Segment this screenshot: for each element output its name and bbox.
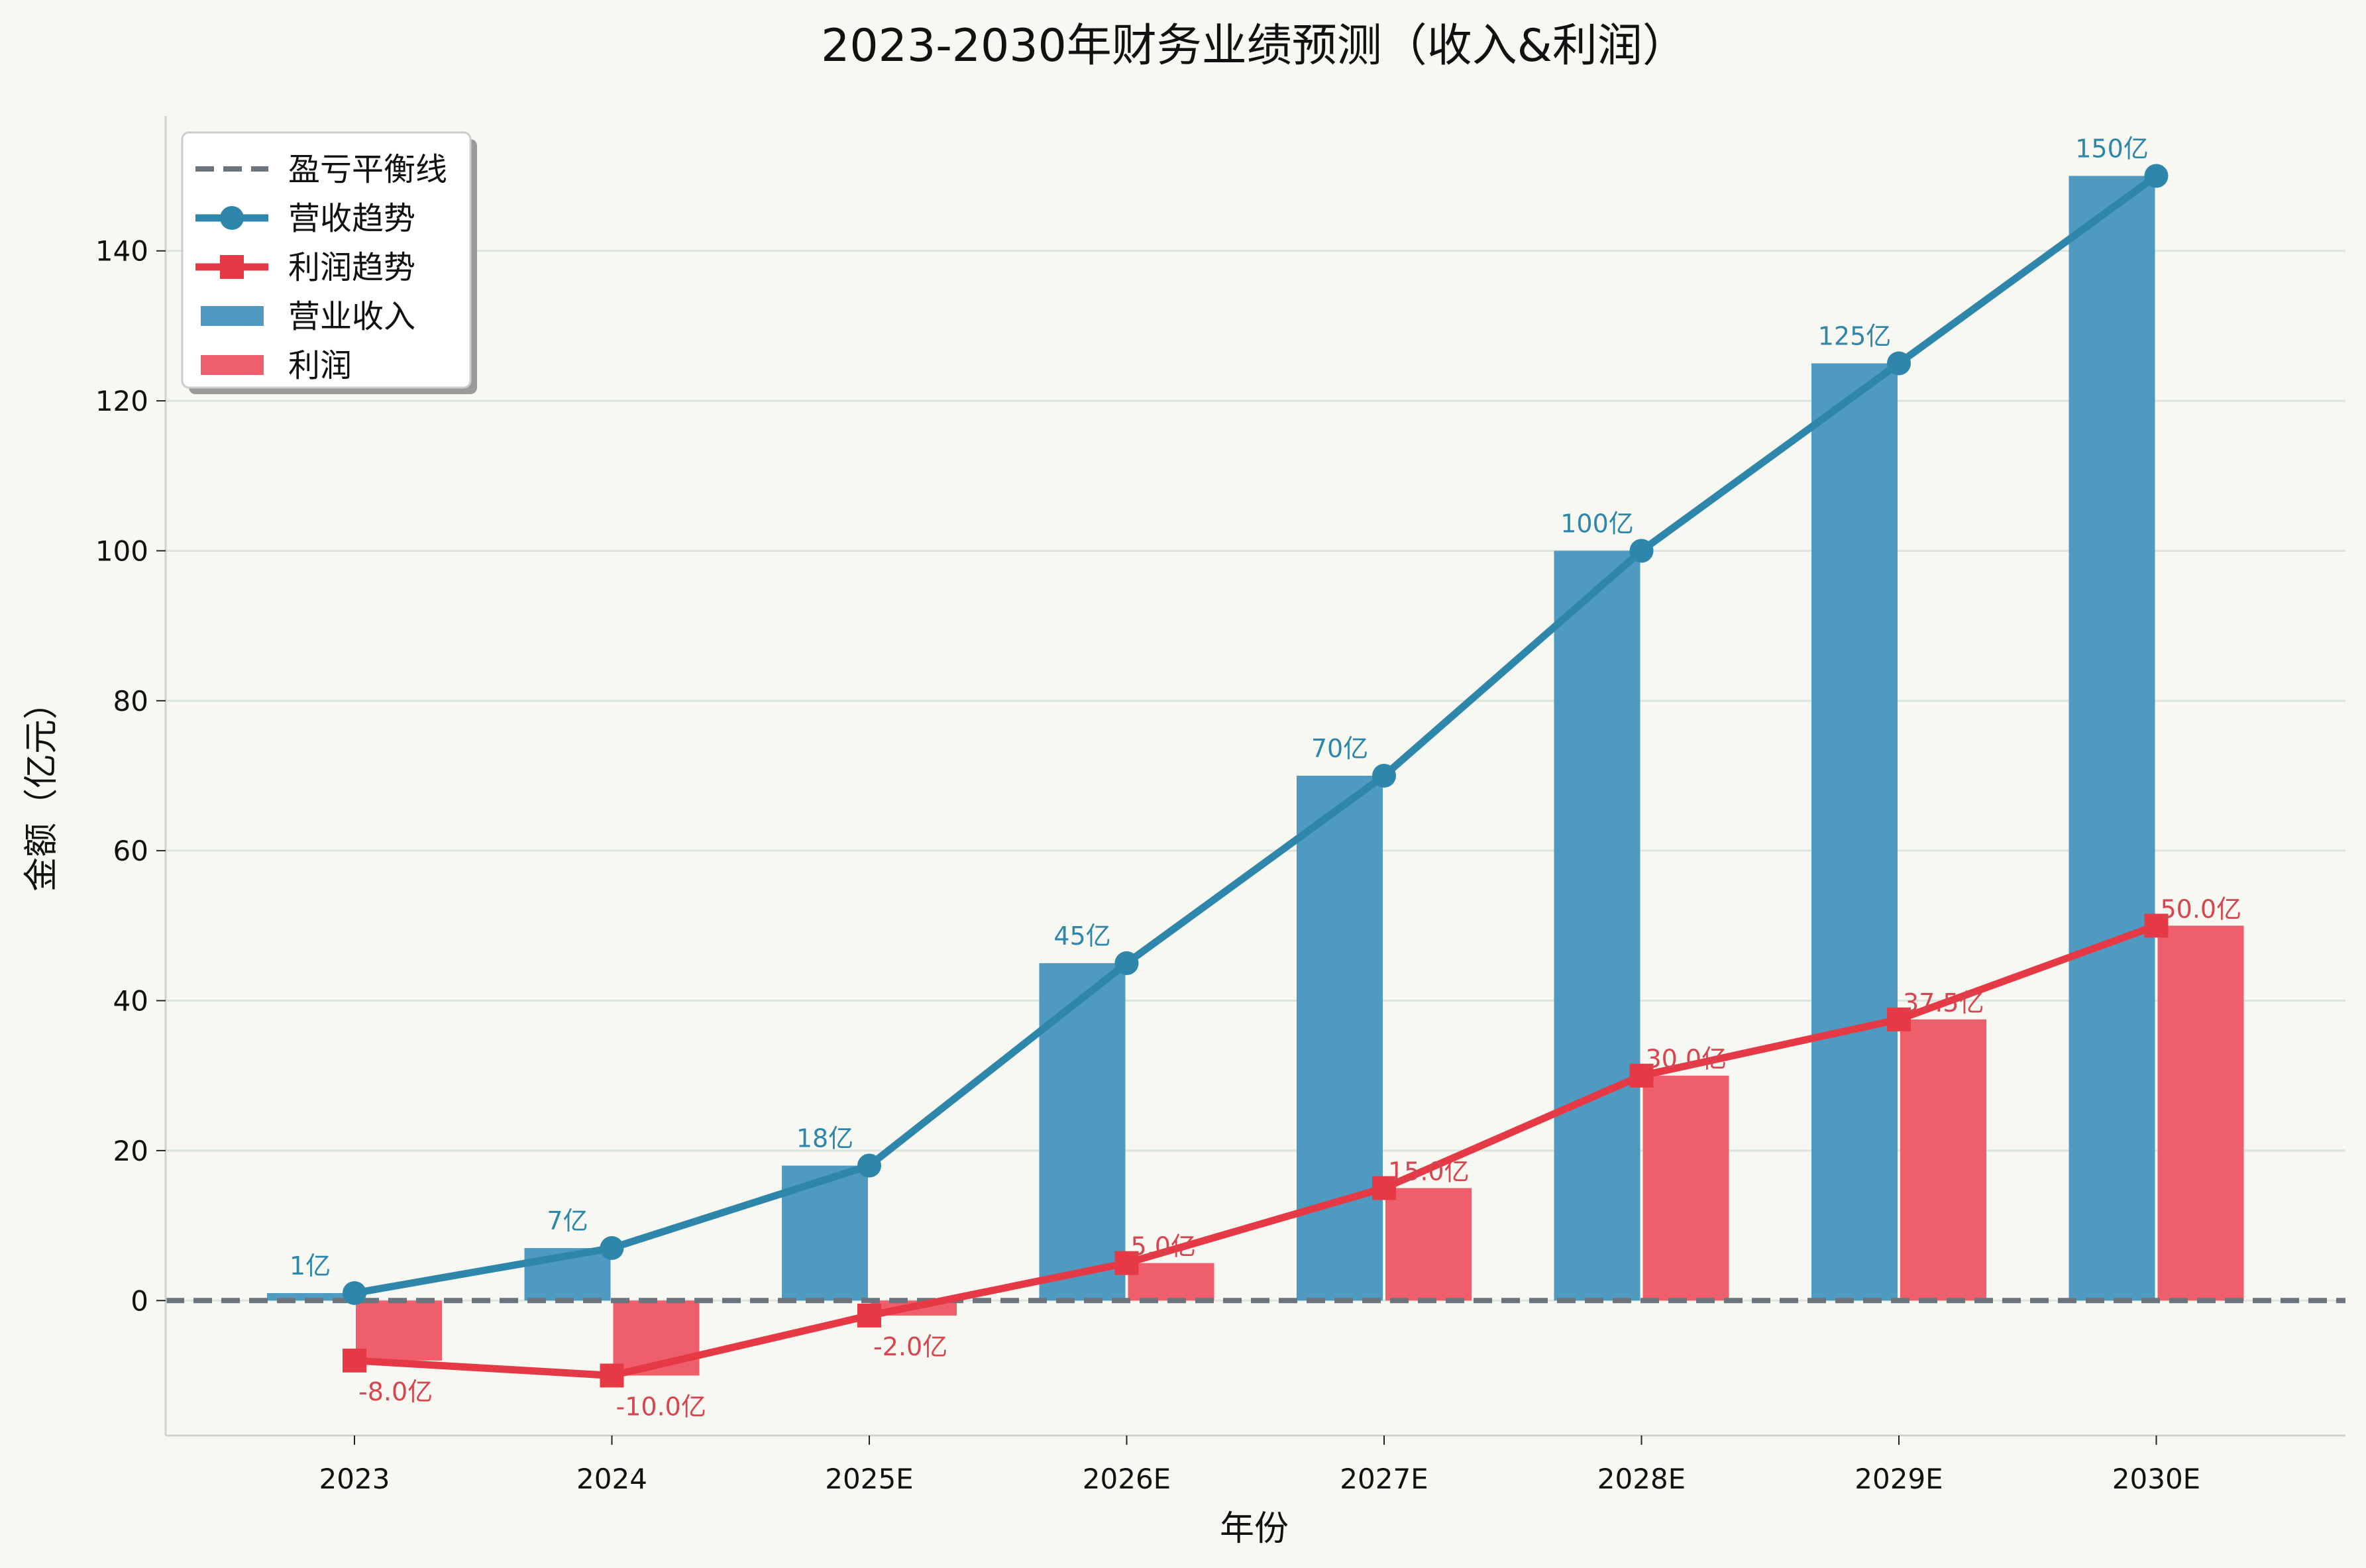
revenue-trend-line xyxy=(354,173,2159,1297)
revenue-bar xyxy=(2069,176,2155,1301)
revenue-trend-marker xyxy=(2144,164,2169,188)
revenue-trend-marker xyxy=(1629,539,1654,563)
legend-square-marker-icon xyxy=(220,255,244,279)
profit-trend-marker xyxy=(1887,1007,1911,1031)
profit-data-label: 5.0亿 xyxy=(1131,1232,1196,1261)
chart-title: 2023-2030年财务业绩预测（收入&利润） xyxy=(821,20,1688,72)
trend-lines xyxy=(343,164,2169,1388)
x-tick-label: 2025E xyxy=(825,1463,913,1495)
profit-data-label: -10.0亿 xyxy=(616,1392,706,1421)
y-tick-label: 20 xyxy=(113,1135,148,1167)
profit-data-label: 30.0亿 xyxy=(1646,1045,1727,1074)
x-axis-label: 年份 xyxy=(1220,1509,1289,1549)
axes: 0 20 40 60 80 100 120 140 2023 2024 2025E 2026E 2027… xyxy=(95,116,2345,1495)
revenue-data-label: 1亿 xyxy=(290,1251,331,1281)
y-tick-label: 120 xyxy=(95,385,148,417)
profit-trend-marker xyxy=(1629,1063,1654,1088)
y-tick-label: 100 xyxy=(95,535,148,567)
legend-label: 盈亏平衡线 xyxy=(288,151,447,188)
profit-data-label: 37.5亿 xyxy=(1903,988,1984,1018)
legend-profit-bar-swatch xyxy=(201,355,264,375)
legend-revenue-bar-swatch xyxy=(201,306,264,326)
revenue-data-label: 150亿 xyxy=(2075,134,2149,164)
profit-trend-marker xyxy=(2144,914,2169,938)
x-tick-label: 2030E xyxy=(2112,1463,2200,1495)
profit-trend-marker xyxy=(1372,1176,1396,1200)
y-tick-label: 80 xyxy=(113,685,148,717)
gridlines xyxy=(166,250,2345,1302)
revenue-trend-marker xyxy=(600,1236,624,1261)
revenue-trend-marker xyxy=(1114,951,1139,975)
profit-bar xyxy=(1642,1075,1729,1301)
profit-data-label: 50.0亿 xyxy=(2161,894,2242,923)
revenue-bar xyxy=(1554,550,1640,1301)
y-tick-label: 60 xyxy=(113,835,148,867)
y-tick-label: 40 xyxy=(113,985,148,1018)
legend-label: 营收趋势 xyxy=(288,200,415,237)
revenue-bar xyxy=(267,1292,353,1301)
profit-bar xyxy=(2157,925,2244,1301)
x-tick-label: 2027E xyxy=(1340,1463,1428,1495)
revenue-trend-marker xyxy=(1372,764,1396,788)
revenue-data-label: 7亿 xyxy=(547,1206,588,1235)
revenue-trend-marker xyxy=(1887,351,1911,376)
revenue-data-label: 125亿 xyxy=(1818,322,1892,351)
x-tick-label: 2028E xyxy=(1597,1463,1686,1495)
profit-data-label: 15.0亿 xyxy=(1388,1157,1470,1186)
revenue-bar xyxy=(1811,363,1898,1301)
x-tick-label: 2026E xyxy=(1083,1463,1171,1495)
legend-label: 营业收入 xyxy=(288,298,415,335)
x-tick-label: 2023 xyxy=(319,1463,390,1495)
data-labels: 1亿 7亿 18亿 45亿 70亿 100亿 125亿 150亿 -8.0亿 -10.0亿 -2.0… xyxy=(290,134,2241,1422)
profit-bar xyxy=(356,1300,442,1361)
revenue-bar xyxy=(1297,776,1383,1301)
legend-label: 利润 xyxy=(288,347,352,384)
profit-data-label: -2.0亿 xyxy=(873,1332,947,1361)
y-axis-label: 金额（亿元） xyxy=(22,685,62,892)
revenue-data-label: 18亿 xyxy=(796,1124,853,1153)
profit-bar xyxy=(1385,1188,1472,1301)
revenue-trend-marker xyxy=(857,1153,881,1178)
legend-circle-marker-icon xyxy=(220,206,244,230)
profit-trend-marker xyxy=(343,1348,366,1373)
profit-trend-line xyxy=(354,922,2158,1379)
legend-label: 利润趋势 xyxy=(288,249,415,286)
revenue-trend-marker xyxy=(343,1281,366,1305)
revenue-data-label: 45亿 xyxy=(1053,921,1110,951)
revenue-data-label: 100亿 xyxy=(1560,509,1634,538)
x-tick-label: 2029E xyxy=(1855,1463,1943,1495)
profit-trend-marker xyxy=(857,1303,881,1328)
profit-data-label: -8.0亿 xyxy=(358,1377,433,1406)
profit-trend-marker xyxy=(1114,1251,1139,1275)
x-tick-label: 2024 xyxy=(576,1463,647,1495)
profit-trend-marker xyxy=(600,1363,624,1388)
bars xyxy=(267,176,2244,1376)
profit-bar xyxy=(1900,1019,1986,1301)
profit-bar xyxy=(1128,1263,1214,1301)
y-tick-label: 0 xyxy=(131,1284,148,1317)
revenue-data-label: 70亿 xyxy=(1311,734,1368,763)
y-tick-label: 140 xyxy=(95,235,148,268)
revenue-bar xyxy=(1039,963,1126,1301)
